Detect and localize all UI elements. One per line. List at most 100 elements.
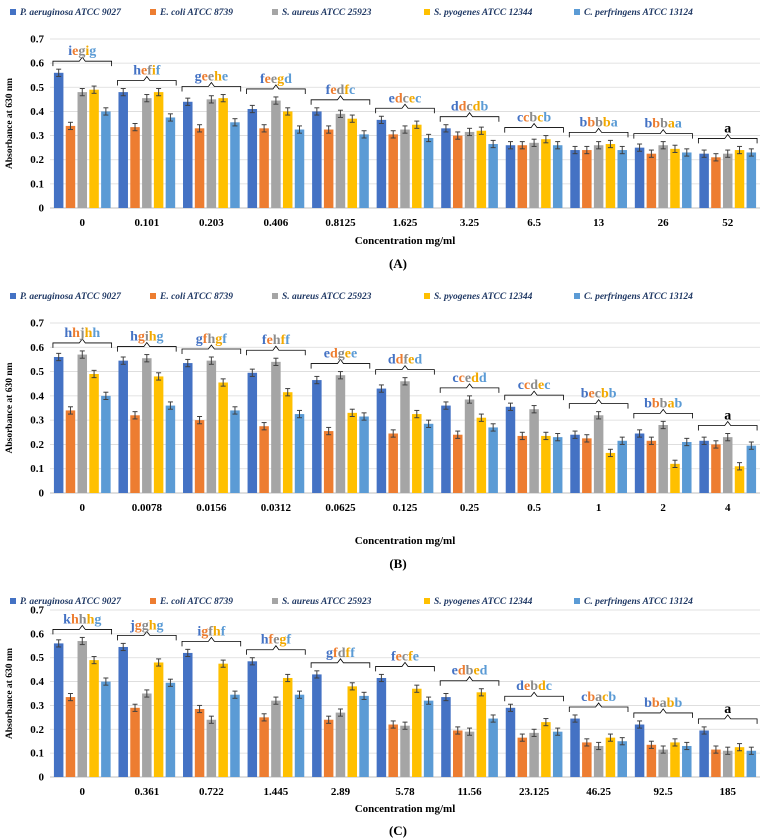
bar — [53, 643, 64, 777]
bar — [335, 375, 346, 493]
significance-letters: feegd — [260, 72, 292, 87]
significance-letter: g — [138, 330, 145, 345]
x-tick-label: 2.89 — [331, 786, 351, 798]
bar — [634, 724, 645, 777]
bar — [165, 405, 176, 493]
significance-letter: g — [157, 618, 164, 633]
bar — [77, 641, 88, 777]
bar — [711, 157, 721, 208]
x-tick-label: 0.101 — [134, 217, 159, 229]
legend-label: C. perfringens ATCC 13124 — [584, 597, 693, 607]
significance-letter: f — [156, 63, 161, 78]
significance-letter: f — [326, 83, 331, 98]
y-tick-label: 0.5 — [30, 652, 44, 664]
significance-letter: c — [537, 111, 543, 126]
bar — [335, 113, 346, 208]
significance-letter: b — [581, 387, 589, 402]
bar — [605, 737, 616, 777]
significance-letters: hgihg — [130, 330, 163, 345]
significance-letter: g — [338, 347, 345, 362]
significance-letters: fedfc — [326, 83, 356, 98]
bar — [634, 147, 645, 208]
bar — [118, 92, 128, 208]
significance-letter: g — [89, 44, 96, 59]
legend-swatch — [272, 598, 278, 604]
y-tick-label: 0.2 — [30, 154, 44, 166]
bar — [218, 382, 228, 493]
significance-letter: b — [529, 111, 537, 126]
bar — [646, 440, 657, 493]
bar — [412, 124, 422, 208]
y-tick-label: 0.7 — [30, 318, 44, 330]
significance-letter: h — [133, 63, 141, 78]
significance-letter: f — [344, 83, 349, 98]
significance-bracket — [504, 390, 564, 401]
legend-swatch — [424, 9, 430, 15]
y-tick-label: 0.1 — [30, 178, 44, 190]
bar — [323, 719, 334, 777]
significance-bracket — [633, 408, 693, 419]
significance-letter: e — [408, 353, 414, 368]
bar — [282, 677, 293, 777]
significance-letter: b — [587, 115, 595, 130]
significance-letters: hhjhh — [64, 326, 100, 341]
bar — [517, 737, 528, 777]
bar — [312, 674, 322, 777]
significance-letter: h — [64, 326, 72, 341]
bar — [505, 707, 516, 777]
significance-letter: h — [79, 612, 87, 627]
x-tick-label: 52 — [722, 217, 734, 229]
significance-letter: f — [281, 333, 286, 348]
significance-letters: ccbcb — [517, 111, 551, 126]
y-tick-label: 0 — [39, 203, 45, 215]
significance-letter: g — [279, 633, 286, 648]
bar — [153, 92, 164, 208]
significance-letters: edbed — [452, 664, 488, 679]
bar — [441, 128, 451, 208]
bar — [746, 152, 757, 208]
chart-legend: P. aeruginosa ATCC 9027 E. coli ATCC 8739… — [10, 597, 693, 607]
significance-letter: d — [451, 100, 459, 115]
significance-letter: b — [652, 696, 660, 711]
significance-bracket — [697, 133, 758, 144]
bar — [746, 445, 757, 493]
bar — [552, 145, 563, 208]
bar — [658, 145, 668, 208]
y-tick-label: 0.6 — [30, 342, 44, 354]
x-tick-label: 3.25 — [460, 217, 480, 229]
significance-letter: f — [408, 649, 413, 664]
significance-letter: c — [452, 371, 458, 386]
significance-bracket — [52, 56, 113, 67]
significance-letter: e — [202, 70, 208, 85]
legend-swatch — [150, 293, 156, 299]
bar — [247, 109, 258, 208]
significance-letter: b — [608, 690, 616, 705]
significance-letters: becbb — [581, 387, 617, 402]
significance-letter: i — [152, 63, 156, 78]
significance-letter: e — [524, 679, 530, 694]
bar — [488, 427, 498, 493]
bar — [464, 131, 475, 208]
bar — [658, 425, 668, 493]
significance-letter: h — [130, 330, 138, 345]
significance-letter: c — [466, 100, 472, 115]
legend-label: E. coli ATCC 8739 — [159, 597, 233, 607]
significance-letter: e — [413, 649, 419, 664]
significance-letter: d — [473, 100, 481, 115]
bar — [646, 153, 657, 208]
significance-letter: g — [277, 72, 284, 87]
bar — [359, 134, 369, 208]
bar — [271, 100, 281, 208]
bar — [259, 717, 269, 777]
bar — [529, 409, 539, 493]
bar — [682, 442, 692, 493]
bar — [593, 145, 604, 208]
x-tick-label: 1.445 — [264, 786, 289, 798]
x-tick-label: 0.25 — [460, 502, 480, 514]
x-tick-label: 4 — [725, 502, 731, 514]
significance-letters: ccdec — [518, 378, 551, 393]
y-tick-label: 0 — [39, 488, 45, 500]
bar — [605, 452, 616, 493]
bar — [89, 374, 99, 493]
bar — [247, 372, 258, 493]
